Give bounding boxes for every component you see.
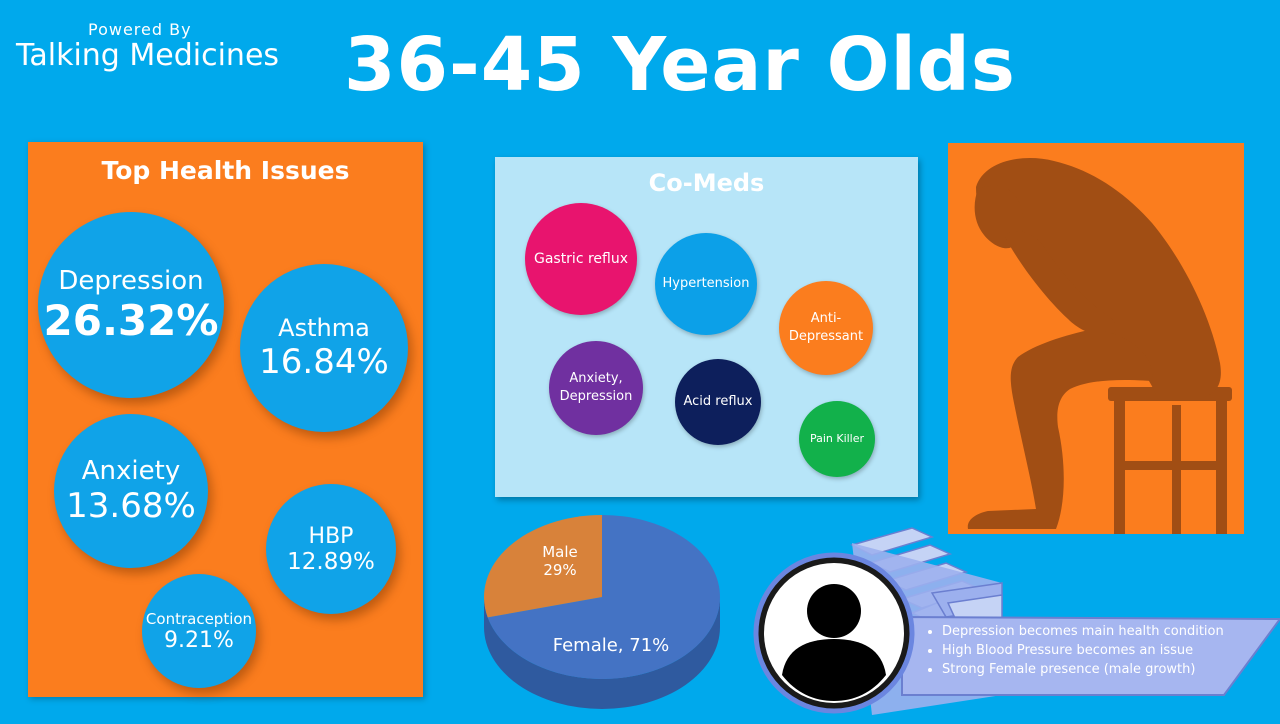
pie-slice-female bbox=[487, 515, 720, 679]
male-label: Male bbox=[542, 543, 578, 561]
pie-slice-male bbox=[484, 515, 602, 618]
gender-pie-chart: Male 29% Female, 71% bbox=[480, 505, 730, 720]
co-med-anti-depressant: Anti- Depressant bbox=[779, 281, 873, 375]
health-issue-value: 16.84% bbox=[259, 342, 389, 382]
insight-item: Depression becomes main health condition bbox=[942, 622, 1224, 641]
male-value: 29% bbox=[543, 561, 577, 579]
co-med-gastric-reflux: Gastric reflux bbox=[525, 203, 637, 315]
powered-by-label: Powered By bbox=[88, 20, 192, 39]
health-bubble-hbp: HBP 12.89% bbox=[266, 484, 396, 614]
co-med-anxiety-depression: Anxiety, Depression bbox=[549, 341, 643, 435]
insights-list: Depression becomes main health condition… bbox=[918, 622, 1224, 679]
page-title: 36-45 Year Olds bbox=[344, 22, 1016, 108]
insight-graphic bbox=[753, 527, 1280, 715]
co-med-hypertension: Hypertension bbox=[655, 233, 757, 335]
insight-item: High Blood Pressure becomes an issue bbox=[942, 641, 1224, 660]
distressed-person-silhouette-icon bbox=[967, 158, 1232, 534]
co-meds-panel: Co-Meds Gastric reflux Hypertension Anti… bbox=[495, 157, 918, 497]
health-issues-panel: Top Health Issues Depression 26.32% Asth… bbox=[28, 142, 423, 697]
health-bubble-contraception: Contraception 9.21% bbox=[142, 574, 256, 688]
silhouette-panel bbox=[948, 143, 1244, 534]
health-issue-name: Asthma bbox=[278, 314, 370, 342]
pie-label-male: Male 29% bbox=[524, 543, 596, 579]
health-issues-title: Top Health Issues bbox=[101, 156, 350, 185]
health-issue-value: 9.21% bbox=[164, 627, 234, 653]
health-bubble-depression: Depression 26.32% bbox=[38, 212, 224, 398]
health-bubble-anxiety: Anxiety 13.68% bbox=[54, 414, 208, 568]
pie-label-female: Female, 71% bbox=[552, 635, 670, 656]
health-issue-value: 12.89% bbox=[287, 548, 375, 575]
health-bubble-asthma: Asthma 16.84% bbox=[240, 264, 408, 432]
co-med-pain-killer: Pain Killer bbox=[799, 401, 875, 477]
user-avatar-icon bbox=[753, 552, 915, 714]
co-med-acid-reflux: Acid reflux bbox=[675, 359, 761, 445]
co-meds-title: Co-Meds bbox=[648, 169, 765, 197]
health-issue-value: 26.32% bbox=[43, 295, 219, 345]
health-issue-value: 13.68% bbox=[66, 486, 196, 526]
brand-logo-text: Talking Medicines bbox=[16, 38, 280, 73]
health-issue-name: Anxiety bbox=[81, 456, 181, 486]
health-issue-name: Depression bbox=[58, 265, 204, 296]
health-issue-name: Contraception bbox=[145, 609, 253, 628]
insight-item: Strong Female presence (male growth) bbox=[942, 660, 1224, 679]
health-issue-name: HBP bbox=[308, 523, 354, 549]
pie-depth bbox=[484, 597, 720, 709]
